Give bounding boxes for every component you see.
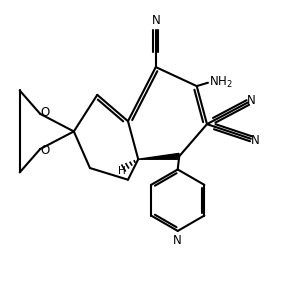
- Text: N: N: [250, 134, 259, 147]
- Text: H: H: [118, 166, 126, 176]
- Text: NH$_2$: NH$_2$: [209, 75, 233, 90]
- Text: N: N: [247, 94, 256, 107]
- Text: O: O: [41, 144, 50, 157]
- Polygon shape: [138, 153, 179, 159]
- Text: O: O: [41, 106, 50, 119]
- Text: N: N: [173, 234, 182, 247]
- Text: N: N: [151, 14, 160, 27]
